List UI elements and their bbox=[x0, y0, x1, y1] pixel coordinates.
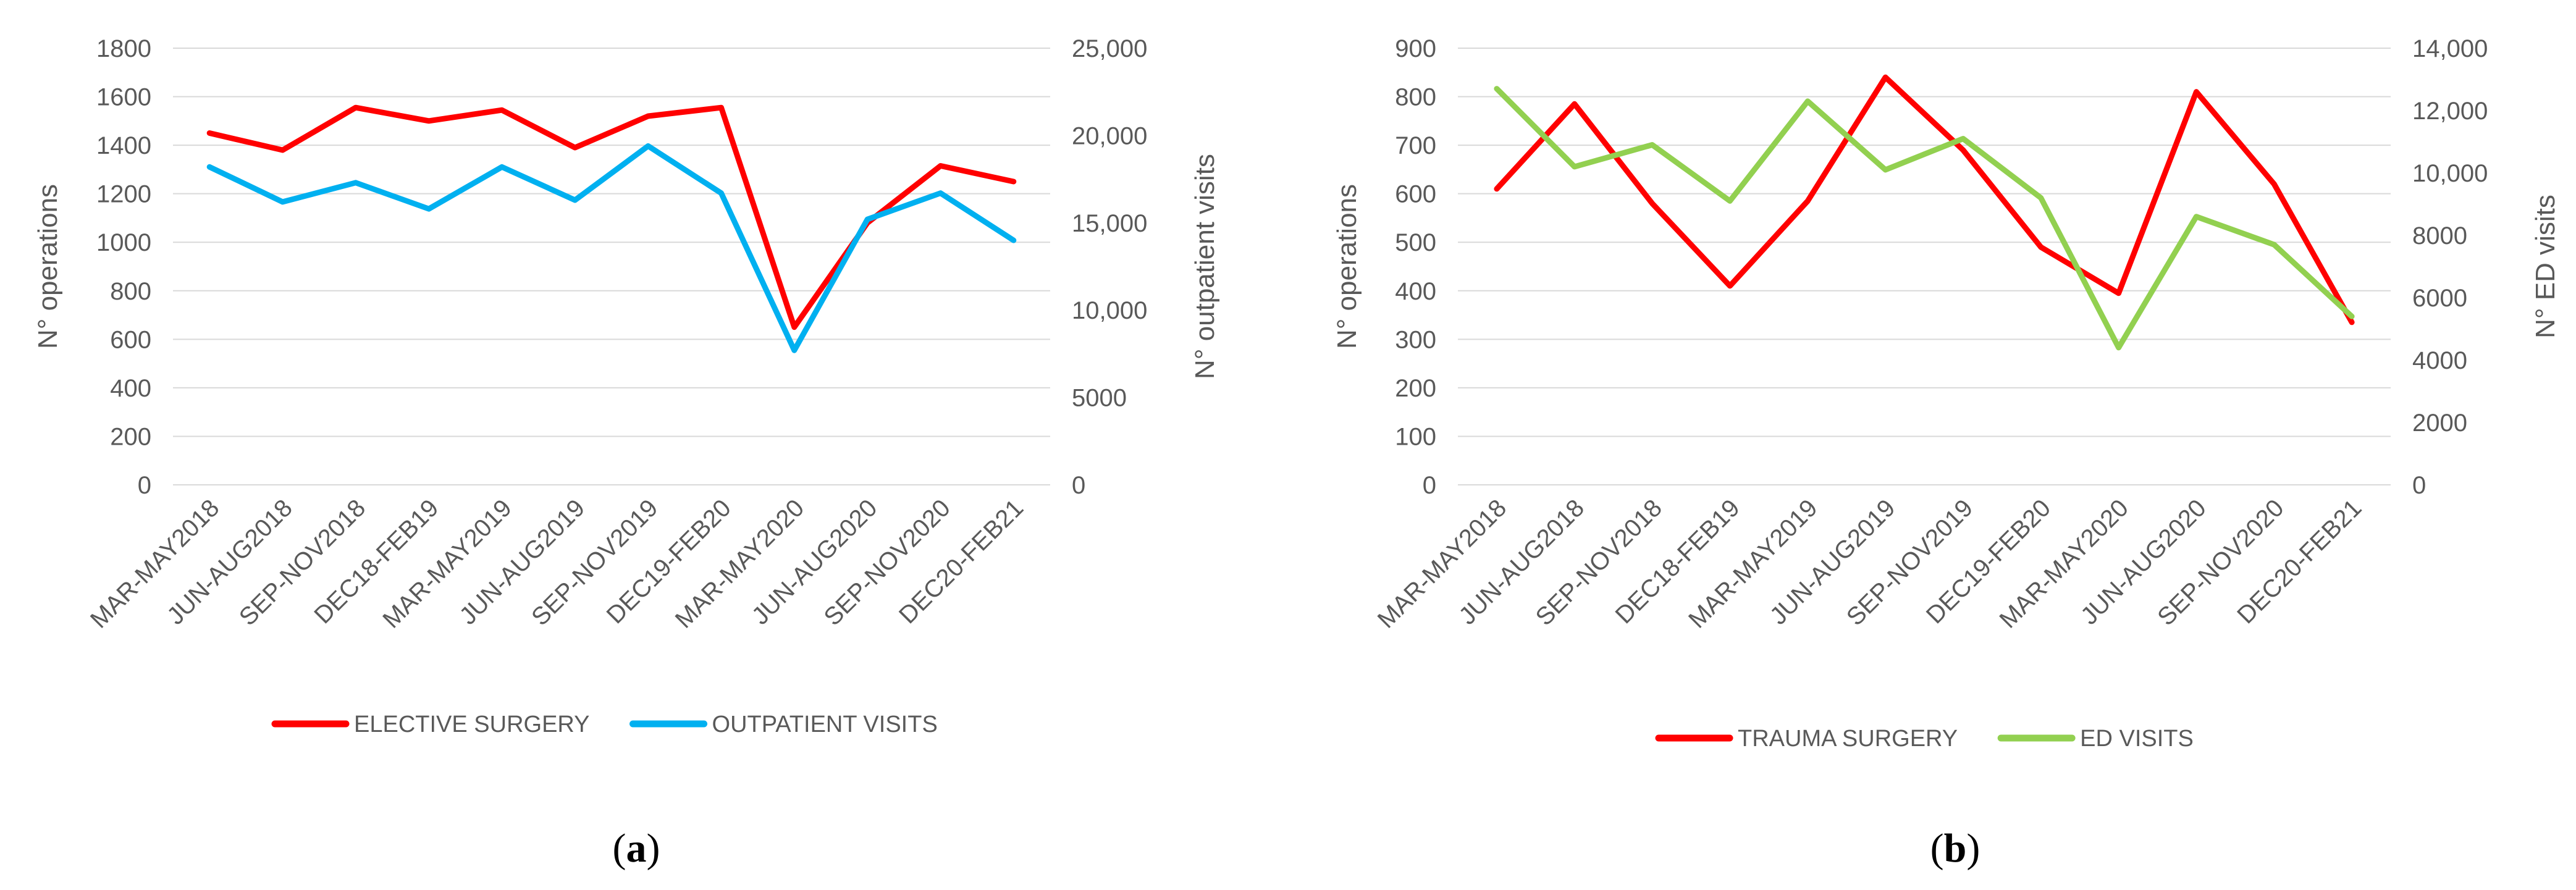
chart-a-ytick-left: 800 bbox=[110, 278, 151, 305]
chart-a-xtick: JUN-AUG2018 bbox=[162, 494, 298, 630]
chart-b-ytick-right: 0 bbox=[2412, 472, 2426, 499]
chart-a-ytick-right: 20,000 bbox=[1072, 122, 1147, 149]
chart-a-legend-label-2: OUTPATIENT VISITS bbox=[712, 712, 938, 737]
chart-a-ytick-right: 10,000 bbox=[1072, 297, 1147, 324]
chart-a-ytick-left: 0 bbox=[138, 472, 151, 499]
chart-b-ytick-left: 700 bbox=[1395, 132, 1436, 159]
chart-a-right-axis: 0 5000 10,000 15,000 20,000 25,000 bbox=[1072, 35, 1147, 499]
chart-b-ytick-right: 8000 bbox=[2412, 222, 2467, 250]
chart-a-ytick-left: 1400 bbox=[96, 132, 151, 159]
chart-a-xtick: MAR-MAY2019 bbox=[377, 494, 517, 634]
chart-b-ytick-right: 12,000 bbox=[2412, 98, 2488, 125]
chart-b-ytick-right: 6000 bbox=[2412, 285, 2467, 312]
chart-b-left-axis: 0 100 200 300 400 500 600 700 800 900 bbox=[1395, 35, 1436, 499]
chart-b-ytick-left: 0 bbox=[1423, 472, 1436, 499]
chart-a-ytick-left: 1800 bbox=[96, 35, 151, 62]
chart-a-ytick-right: 15,000 bbox=[1072, 210, 1147, 237]
chart-a-ytick-left: 600 bbox=[110, 326, 151, 353]
chart-a-ytick-left: 1200 bbox=[96, 181, 151, 208]
chart-a-xtick: DEC19-FEB20 bbox=[602, 494, 736, 629]
chart-a-ylabel-right: N° outpatient visits bbox=[1190, 154, 1220, 379]
chart-a-ytick-left: 1000 bbox=[96, 229, 151, 256]
chart-a: 0 200 400 600 800 1000 1200 1400 1600 1800 0 5000 1… bbox=[33, 35, 1220, 871]
chart-a-xtick: JUN-AUG2020 bbox=[747, 494, 883, 630]
chart-b-series-1-line bbox=[1494, 74, 2355, 325]
chart-b-ytick-right: 4000 bbox=[2412, 347, 2467, 374]
chart-a-gridlines bbox=[173, 48, 1050, 485]
chart-a-ylabel-left: N° operations bbox=[33, 184, 63, 349]
chart-a-series-2-line bbox=[206, 143, 1017, 353]
chart-b-legend: TRAUMA SURGERY ED VISITS bbox=[1655, 726, 2194, 752]
chart-b-ytick-left: 900 bbox=[1395, 35, 1436, 62]
chart-a-ytick-left: 1600 bbox=[96, 84, 151, 111]
chart-a-ytick-left: 400 bbox=[110, 375, 151, 402]
chart-b-legend-label-1: TRAUMA SURGERY bbox=[1738, 726, 1958, 752]
chart-a-xtick: SEP-NOV2020 bbox=[819, 494, 956, 631]
chart-a-xtick: DEC20-FEB21 bbox=[894, 494, 1029, 629]
chart-b-legend-label-2: ED VISITS bbox=[2080, 726, 2194, 752]
chart-b-series bbox=[1494, 74, 2355, 351]
chart-b-ytick-left: 200 bbox=[1395, 375, 1436, 402]
chart-b-ytick-left: 500 bbox=[1395, 229, 1436, 256]
chart-b-x-axis: MAR-MAY2018JUN-AUG2018SEP-NOV2018DEC18-F… bbox=[1373, 494, 2367, 634]
chart-b: 0 100 200 300 400 500 600 700 800 900 0 2000 4000 60… bbox=[1332, 35, 2561, 871]
chart-a-ytick-right: 0 bbox=[1072, 472, 1085, 499]
chart-b-ytick-right: 2000 bbox=[2412, 409, 2467, 437]
chart-b-gridlines bbox=[1458, 48, 2391, 485]
chart-b-ytick-left: 600 bbox=[1395, 181, 1436, 208]
chart-a-xtick: JUN-AUG2019 bbox=[454, 494, 590, 630]
chart-b-ytick-right: 14,000 bbox=[2412, 35, 2488, 62]
chart-b-series-2-line bbox=[1494, 86, 2355, 351]
chart-b-ylabel-left: N° operations bbox=[1332, 184, 1362, 349]
chart-b-ytick-right: 10,000 bbox=[2412, 160, 2488, 187]
chart-b-ytick-left: 300 bbox=[1395, 326, 1436, 353]
chart-a-ytick-right: 5000 bbox=[1072, 385, 1127, 412]
chart-a-legend-label-1: ELECTIVE SURGERY bbox=[354, 712, 590, 737]
chart-b-ylabel-right: N° ED visits bbox=[2530, 195, 2561, 338]
chart-b-ytick-left: 400 bbox=[1395, 278, 1436, 305]
chart-a-ytick-right: 25,000 bbox=[1072, 35, 1147, 62]
chart-a-left-axis: 0 200 400 600 800 1000 1200 1400 1600 1800 bbox=[96, 35, 151, 499]
chart-a-ytick-left: 200 bbox=[110, 423, 151, 450]
chart-a-xtick: SEP-NOV2019 bbox=[526, 494, 663, 631]
chart-a-series bbox=[206, 104, 1017, 353]
chart-a-x-axis: MAR-MAY2018JUN-AUG2018SEP-NOV2018DEC18-F… bbox=[85, 494, 1029, 634]
chart-a-series-1-line bbox=[206, 104, 1017, 330]
chart-a-xtick: MAR-MAY2020 bbox=[670, 494, 810, 634]
chart-a-panel-label: (a) bbox=[613, 826, 660, 871]
chart-b-ytick-left: 100 bbox=[1395, 423, 1436, 450]
chart-a-xtick: SEP-NOV2018 bbox=[234, 494, 371, 631]
chart-b-right-axis: 0 2000 4000 6000 8000 10,000 12,000 14,000 bbox=[2412, 35, 2488, 499]
chart-a-xtick: DEC18-FEB19 bbox=[309, 494, 444, 629]
chart-a-xtick: MAR-MAY2018 bbox=[85, 494, 225, 634]
chart-b-xtick: MAR-MAY2018 bbox=[1373, 494, 1512, 634]
chart-b-ytick-left: 800 bbox=[1395, 84, 1436, 111]
chart-a-legend: ELECTIVE SURGERY OUTPATIENT VISITS bbox=[271, 712, 938, 737]
chart-b-panel-label: (b) bbox=[1930, 826, 1980, 871]
